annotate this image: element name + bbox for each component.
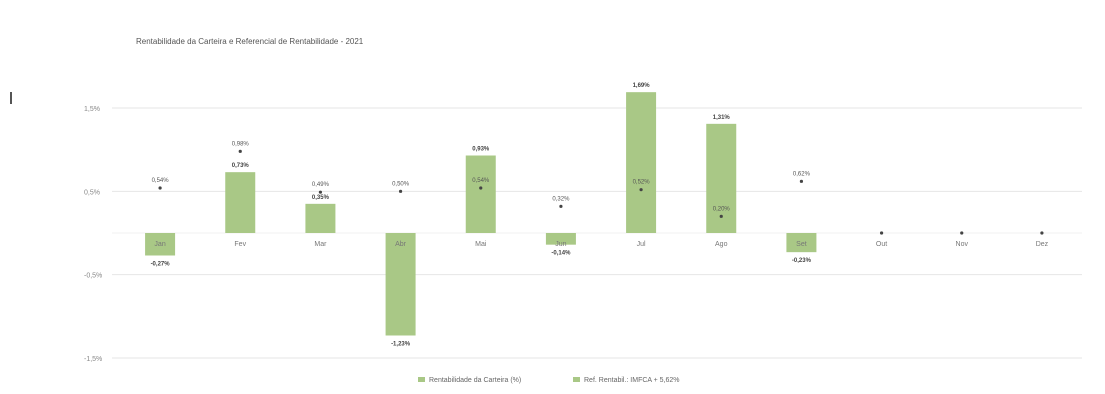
bar-value-label: 0,35% — [312, 195, 330, 201]
bar — [145, 233, 176, 256]
reference-marker — [1040, 231, 1044, 235]
text-cursor-marker — [10, 92, 12, 104]
y-axis-ticks: 1,5% 0,5% -0,5% -1,5% — [84, 106, 102, 363]
x-category-label: Mar — [314, 241, 327, 248]
x-category-label: Nov — [956, 241, 969, 248]
x-category-label: Dez — [1036, 241, 1049, 248]
reference-marker — [479, 186, 483, 190]
bar-value-label: 0,73% — [232, 163, 250, 169]
y-tick-label: 1,5% — [84, 106, 100, 113]
reference-marker — [559, 204, 563, 208]
bar — [305, 203, 336, 233]
reference-markers — [158, 149, 1044, 235]
reference-marker — [799, 179, 804, 183]
x-axis-categories: Jan Fev Mar Abr Mai Jun Jul Ago Set Out Nov Dez — [154, 241, 1048, 248]
bar-value-label: -0,14% — [551, 251, 571, 257]
reference-value-label: 0,20% — [713, 206, 731, 212]
reference-value-label: 0,62% — [793, 171, 811, 177]
reference-value-label: 0,50% — [392, 181, 410, 187]
x-category-label: Set — [796, 241, 807, 248]
y-tick-label: 0,5% — [84, 189, 100, 196]
bar — [545, 233, 576, 245]
reference-value-label: 0,54% — [472, 178, 490, 184]
reference-marker — [158, 186, 162, 190]
reference-marker — [238, 149, 242, 153]
reference-marker — [960, 231, 964, 235]
bar — [465, 155, 496, 233]
bar-value-label: 0,93% — [472, 147, 490, 153]
bar — [626, 92, 657, 234]
legend-swatch-reference — [573, 377, 580, 382]
y-tick-label: -1,5% — [84, 356, 102, 363]
x-category-label: Ago — [715, 241, 728, 248]
reference-value-label: 0,49% — [312, 182, 330, 188]
bar-value-label: 1,69% — [633, 83, 651, 89]
reference-marker — [639, 188, 643, 192]
bar-value-label: 1,31% — [713, 115, 731, 121]
x-category-label: Mai — [475, 241, 487, 248]
x-category-label: Jan — [154, 241, 165, 248]
reference-value-label: 0,32% — [552, 196, 570, 202]
gridlines — [112, 107, 1082, 359]
x-category-label: Jun — [555, 241, 566, 248]
legend-label-referencial: Ref. Rentabil.: IMFCA + 5,62% — [584, 377, 680, 384]
bar — [786, 233, 817, 253]
bar-value-label: -0,23% — [792, 258, 812, 264]
bar — [225, 172, 256, 233]
reference-value-label: 0,54% — [152, 178, 170, 184]
chart-title: Rentabilidade da Carteira e Referencial … — [136, 37, 364, 46]
data-labels: -0,27% 0,54% 0,73% 0,98% 0,35% 0,49% -1,23% 0,5… — [151, 83, 812, 347]
bar-value-label: -1,23% — [391, 342, 411, 348]
reference-value-label: 0,98% — [232, 141, 250, 147]
bar-value-label: -0,27% — [151, 262, 171, 268]
reference-marker — [879, 231, 884, 235]
reference-value-label: 0,52% — [633, 180, 651, 186]
x-category-label: Jul — [637, 241, 646, 248]
bars — [145, 92, 817, 336]
legend: Rentabilidade da Carteira (%) Ref. Renta… — [418, 377, 680, 384]
reference-marker — [398, 189, 403, 193]
reference-marker — [719, 214, 723, 218]
y-tick-label: -0,5% — [84, 273, 102, 280]
x-category-label: Fev — [234, 241, 246, 248]
bar — [385, 233, 416, 336]
legend-swatch-bar — [418, 377, 425, 382]
x-category-label: Abr — [395, 241, 407, 248]
legend-label-carteira: Rentabilidade da Carteira (%) — [429, 377, 521, 384]
x-category-label: Out — [876, 241, 887, 248]
reference-marker — [318, 190, 323, 194]
